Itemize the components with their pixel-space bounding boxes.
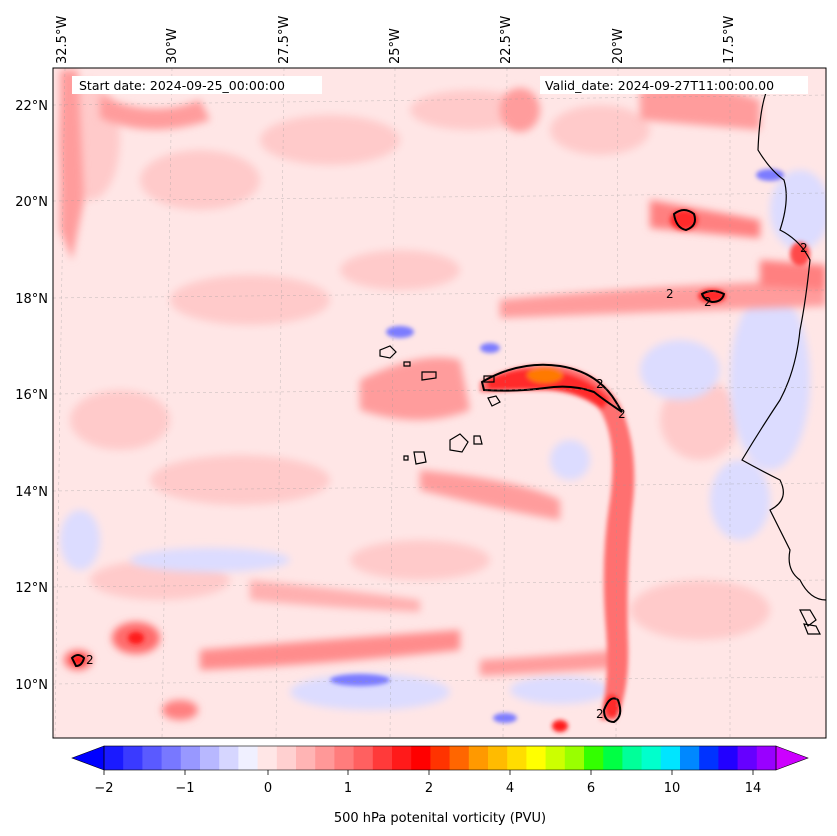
contour-label: 2 bbox=[800, 241, 808, 255]
valid-date-label: Valid_date: 2024-09-27T11:00:00.00 bbox=[545, 78, 774, 93]
contour-label: 2 bbox=[596, 707, 604, 721]
colorbar-tick-label: 10 bbox=[664, 781, 681, 796]
colorbar-cell bbox=[392, 746, 412, 770]
graticule bbox=[53, 68, 826, 738]
colorbar-cell bbox=[353, 746, 374, 770]
colorbar-label: 500 hPa potenital vorticity (PVU) bbox=[334, 811, 546, 826]
pv-strong-negative bbox=[330, 169, 784, 723]
pv-negative-areas bbox=[60, 170, 826, 710]
colorbar-frame bbox=[103, 745, 777, 771]
lat-label: 14°N bbox=[15, 485, 48, 500]
lon-label: 20°W bbox=[611, 28, 626, 64]
colorbar-cell bbox=[584, 746, 604, 770]
colorbar-tick-label: −2 bbox=[94, 781, 113, 796]
colorbar-cell bbox=[334, 746, 354, 770]
colorbar-cell bbox=[545, 746, 566, 770]
lon-label: 32.5°W bbox=[55, 16, 70, 64]
colorbar-tick-label: −1 bbox=[175, 781, 194, 796]
colorbar-cell bbox=[180, 746, 201, 770]
colorbar-cell bbox=[603, 746, 623, 770]
colorbar-tick-label: 14 bbox=[745, 781, 762, 796]
start-date-label: Start date: 2024-09-25_00:00:00 bbox=[79, 78, 285, 93]
contour-label: 2 bbox=[704, 295, 712, 309]
colorbar-cell bbox=[507, 746, 527, 770]
colorbar-cells bbox=[104, 746, 777, 770]
colorbar-cell bbox=[699, 746, 719, 770]
lat-label: 16°N bbox=[15, 388, 48, 403]
pv-pink-patches bbox=[60, 80, 770, 640]
colorbar-cell bbox=[238, 746, 258, 770]
colorbar-cell bbox=[468, 746, 489, 770]
pv-contour-labels: 2 2 2 2 2 2 2 bbox=[86, 241, 808, 721]
colorbar-cell bbox=[488, 746, 508, 770]
lat-label: 22°N bbox=[15, 99, 48, 114]
colorbar-ticks: −2 −1 0 1 2 4 6 10 14 bbox=[94, 770, 761, 796]
colorbar-cell bbox=[718, 746, 738, 770]
pv-2pvu-contours bbox=[70, 209, 726, 724]
colorbar-max-arrow bbox=[775, 745, 809, 771]
colorbar-cell bbox=[737, 746, 758, 770]
colorbar-cell bbox=[756, 746, 777, 770]
colorbar-cell bbox=[219, 746, 239, 770]
colorbar-cell bbox=[104, 746, 124, 770]
contour-label: 2 bbox=[596, 377, 604, 391]
colorbar-tick-label: 2 bbox=[425, 781, 433, 796]
pv-field: 2 2 2 2 2 2 2 bbox=[53, 68, 826, 738]
colorbar-cell bbox=[641, 746, 662, 770]
coastline bbox=[379, 83, 826, 635]
start-date-box bbox=[72, 76, 322, 94]
lon-label: 17.5°W bbox=[722, 16, 737, 64]
lon-label: 22.5°W bbox=[499, 16, 514, 64]
colorbar-tick-label: 0 bbox=[264, 781, 272, 796]
lon-labels: 32.5°W 30°W 27.5°W 25°W 22.5°W 20°W 17.5… bbox=[55, 16, 737, 64]
colorbar-cell bbox=[296, 746, 316, 770]
lon-label: 27.5°W bbox=[277, 16, 292, 64]
colorbar-tick-label: 4 bbox=[506, 781, 514, 796]
colorbar-cell bbox=[315, 746, 335, 770]
lat-label: 18°N bbox=[15, 292, 48, 307]
colorbar-cell bbox=[526, 746, 546, 770]
colorbar-cell bbox=[200, 746, 220, 770]
colorbar-cell bbox=[372, 746, 393, 770]
colorbar-cell bbox=[449, 746, 470, 770]
contour-label: 2 bbox=[618, 407, 626, 421]
colorbar-cell bbox=[123, 746, 143, 770]
colorbar-cell bbox=[680, 746, 700, 770]
colorbar-tick-label: 1 bbox=[344, 781, 352, 796]
lat-label: 10°N bbox=[15, 678, 48, 693]
colorbar-min-arrow bbox=[71, 745, 105, 771]
lat-labels: 22°N 20°N 18°N 16°N 14°N 12°N 10°N bbox=[15, 99, 48, 693]
map-frame bbox=[52, 67, 827, 739]
colorbar-cell bbox=[660, 746, 681, 770]
lon-label: 30°W bbox=[165, 28, 180, 64]
lat-label: 12°N bbox=[15, 581, 48, 596]
lon-label: 25°W bbox=[388, 28, 403, 64]
colorbar: −2 −1 0 1 2 4 6 10 14 500 hPa potenital vorticit… bbox=[71, 745, 809, 826]
lat-label: 20°N bbox=[15, 195, 48, 210]
colorbar-cell bbox=[564, 746, 585, 770]
colorbar-tick-label: 6 bbox=[587, 781, 595, 796]
colorbar-cell bbox=[161, 746, 182, 770]
contour-label: 2 bbox=[86, 653, 94, 667]
colorbar-cell bbox=[257, 746, 278, 770]
colorbar-cell bbox=[622, 746, 642, 770]
contour-label: 2 bbox=[666, 287, 674, 301]
colorbar-cell bbox=[276, 746, 297, 770]
colorbar-cell bbox=[142, 746, 162, 770]
colorbar-cell bbox=[411, 746, 431, 770]
colorbar-cell bbox=[430, 746, 450, 770]
valid-date-box bbox=[540, 76, 808, 94]
